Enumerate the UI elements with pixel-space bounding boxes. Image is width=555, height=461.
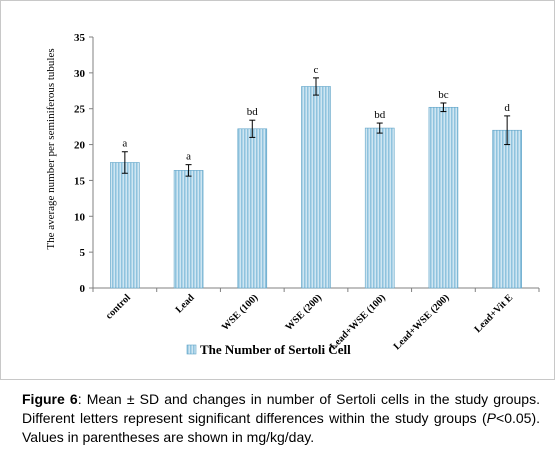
x-category-label: WSE (100) [220, 292, 261, 333]
bar [428, 106, 459, 289]
bar-chart: 0 5 10 15 20 25 30 35 a control a Lead bd WSE (100) c… [45, 32, 540, 357]
y-axis-label: The average number per seminiferous tubu… [45, 48, 57, 249]
y-tick-label: 5 [80, 247, 86, 259]
significance-label: a [122, 138, 127, 150]
axes-group: 0 5 10 15 20 25 30 35 [74, 32, 540, 295]
legend: The Number of Sertoli Cell [186, 342, 351, 357]
chart-frame: 0 5 10 15 20 25 30 35 a control a Lead bd WSE (100) c… [0, 0, 555, 380]
legend-swatch [186, 344, 197, 355]
caption-text-part1: : Mean ± SD and changes in number of Ser… [22, 391, 540, 426]
bar [492, 129, 522, 289]
significance-label: bd [247, 106, 259, 118]
x-category-label: Lead [174, 292, 197, 315]
bar [237, 128, 268, 289]
y-tick-label: 30 [74, 68, 86, 80]
y-tick-label: 10 [74, 211, 86, 223]
bar [364, 127, 395, 289]
x-category-label: WSE (200) [284, 292, 325, 333]
significance-label: bc [438, 89, 449, 101]
significance-label: bd [374, 109, 386, 121]
caption-label: Figure 6 [22, 391, 78, 407]
caption-p-symbol: P [486, 410, 497, 426]
significance-label: d [504, 102, 510, 114]
caption-text-part2: <0.05). Values in parentheses are shown … [22, 410, 540, 445]
y-tick-label: 35 [74, 32, 86, 44]
bar [110, 162, 140, 289]
x-category-label: Lead+WSE (200) [392, 292, 452, 352]
y-tick-label: 15 [74, 175, 86, 187]
significance-label: c [314, 64, 319, 76]
x-category-label: Lead+Vit E [472, 292, 515, 335]
bars-group [110, 77, 522, 289]
x-category-label: control [104, 292, 133, 321]
legend-label: The Number of Sertoli Cell [200, 342, 351, 357]
bar [173, 170, 204, 289]
y-tick-label: 25 [74, 104, 86, 116]
significance-label: a [186, 151, 191, 163]
y-tick-label: 20 [74, 140, 86, 152]
figure-caption: Figure 6: Mean ± SD and changes in numbe… [22, 390, 540, 447]
bar [301, 86, 331, 289]
y-tick-label: 0 [80, 283, 86, 295]
